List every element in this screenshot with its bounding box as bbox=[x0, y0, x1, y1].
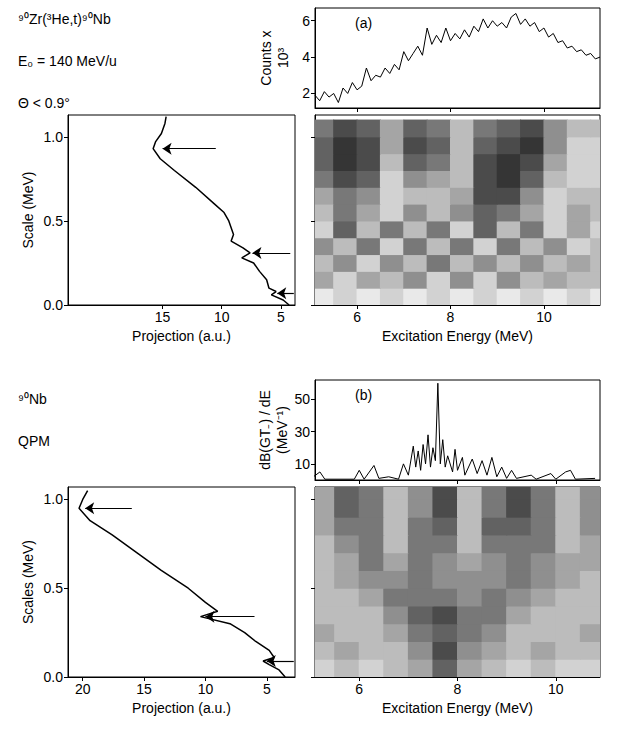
svg-text:(a): (a) bbox=[355, 15, 372, 31]
svg-text:(MeV⁻¹): (MeV⁻¹) bbox=[274, 406, 290, 454]
svg-text:Projection (a.u.): Projection (a.u.) bbox=[132, 700, 231, 716]
svg-text:Projection (a.u.): Projection (a.u.) bbox=[132, 328, 231, 344]
svg-text:⁹⁰Nb: ⁹⁰Nb bbox=[18, 391, 47, 407]
svg-text:2: 2 bbox=[302, 85, 310, 101]
svg-text:Counts x: Counts x bbox=[258, 30, 274, 85]
svg-text:20: 20 bbox=[75, 681, 91, 697]
svg-text:(b): (b) bbox=[355, 387, 372, 403]
svg-text:4: 4 bbox=[302, 49, 310, 65]
svg-text:1.0: 1.0 bbox=[44, 129, 64, 145]
svg-text:8: 8 bbox=[447, 309, 455, 325]
svg-text:10: 10 bbox=[198, 681, 214, 697]
svg-text:15: 15 bbox=[155, 309, 171, 325]
svg-text:6: 6 bbox=[353, 309, 361, 325]
svg-text:10³: 10³ bbox=[275, 48, 291, 69]
svg-text:⁹⁰Zr(³He,t)⁹⁰Nb: ⁹⁰Zr(³He,t)⁹⁰Nb bbox=[18, 11, 111, 27]
svg-text:Scales (MeV): Scales (MeV) bbox=[20, 540, 36, 624]
svg-text:30: 30 bbox=[294, 424, 310, 440]
svg-text:0.5: 0.5 bbox=[44, 213, 64, 229]
svg-text:10: 10 bbox=[214, 309, 230, 325]
svg-text:10: 10 bbox=[536, 309, 552, 325]
svg-text:6: 6 bbox=[355, 681, 363, 697]
svg-text:0.0: 0.0 bbox=[44, 669, 64, 685]
svg-text:0.5: 0.5 bbox=[44, 580, 64, 596]
svg-text:10: 10 bbox=[548, 681, 564, 697]
svg-text:5: 5 bbox=[277, 309, 285, 325]
svg-text:0.0: 0.0 bbox=[44, 297, 64, 313]
svg-text:1.0: 1.0 bbox=[44, 491, 64, 507]
svg-text:Excitation Energy (MeV): Excitation Energy (MeV) bbox=[382, 328, 533, 344]
svg-text:QPM: QPM bbox=[18, 433, 50, 449]
svg-text:E₀ = 140 MeV/u: E₀ = 140 MeV/u bbox=[18, 53, 117, 69]
svg-text:6: 6 bbox=[302, 13, 310, 29]
svg-text:Excitation Energy (MeV): Excitation Energy (MeV) bbox=[382, 700, 533, 716]
svg-text:Θ < 0.9°: Θ < 0.9° bbox=[18, 95, 70, 111]
svg-text:8: 8 bbox=[454, 681, 462, 697]
svg-text:15: 15 bbox=[136, 681, 152, 697]
svg-text:Scale (MeV): Scale (MeV) bbox=[20, 171, 36, 248]
svg-text:5: 5 bbox=[263, 681, 271, 697]
svg-text:dB(GT₋) / dE: dB(GT₋) / dE bbox=[257, 390, 273, 470]
svg-text:50: 50 bbox=[294, 391, 310, 407]
svg-text:10: 10 bbox=[294, 456, 310, 472]
